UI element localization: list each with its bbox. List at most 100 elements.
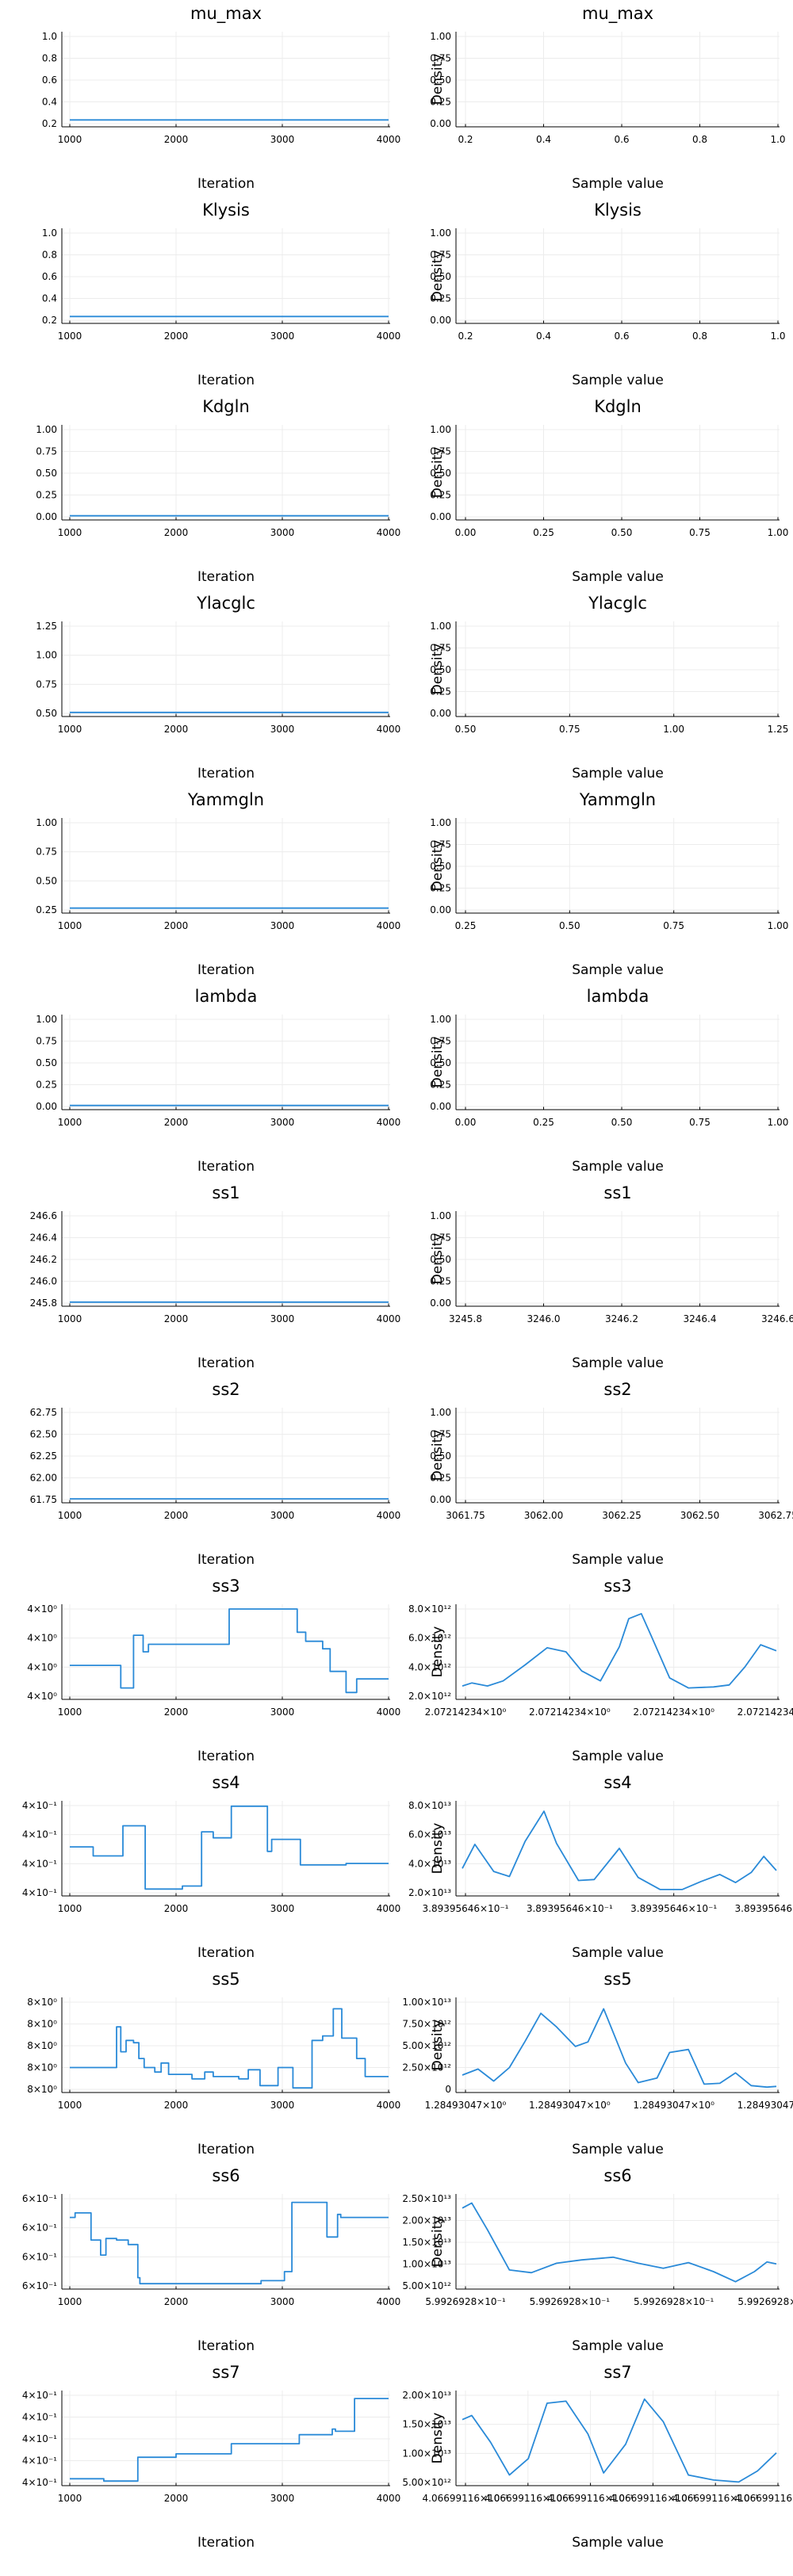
y-tick-label: 7.50×10¹²	[402, 2019, 451, 2030]
x-tick-label: 0.4	[536, 134, 551, 145]
x-tick-label: 4000	[377, 1707, 401, 1718]
chart-panel-19: ss4 Sample value Density 3.89395646×10⁻¹ 3.8…	[408, 1773, 793, 1961]
chart-panel-24: ss7 Iteration 1000 2000 3000 4000 4×10⁻¹ 4×10⁻¹…	[22, 2363, 400, 2551]
x-axis-label: Sample value	[572, 1355, 664, 1371]
x-tick-label: 2000	[164, 920, 189, 931]
x-tick-label: 0.6	[614, 134, 629, 145]
x-tick-label: 1.28493047×10⁰	[425, 2100, 507, 2111]
y-tick-label: 0.75	[430, 1429, 451, 1440]
chart-title: ss7	[212, 2363, 239, 2382]
x-axis-label: Iteration	[197, 1552, 255, 1568]
chart-panel-22: ss6 Iteration 1000 2000 3000 4000 6×10⁻¹ 6×10⁻¹…	[22, 2166, 400, 2354]
x-axis-label: Iteration	[197, 962, 255, 978]
x-tick-label: 2000	[164, 1707, 189, 1718]
chart-title: Klysis	[594, 201, 642, 220]
x-tick-label: 1.28493047×10⁰	[737, 2100, 793, 2111]
y-tick-label: 61.75	[30, 1494, 57, 1505]
x-tick-label: 4.06699116×10⁻¹	[423, 2493, 509, 2504]
y-tick-label: 0.25	[430, 883, 451, 894]
x-axis-label: Sample value	[572, 1749, 664, 1764]
x-tick-label: 4.06699116×10⁻¹	[735, 2493, 793, 2504]
y-tick-label: 0.8	[42, 250, 57, 261]
y-tick-label: 0.25	[36, 1080, 57, 1091]
x-tick-label: 5.9926928×10⁻¹	[425, 2296, 506, 2307]
y-axis-label: Density	[430, 1037, 446, 1088]
chart-panel-6: Ylacglc Iteration 1000 2000 3000 4000 0.50 0.75…	[36, 594, 400, 782]
chart-title: ss7	[603, 2363, 631, 2382]
x-axis-label: Iteration	[197, 373, 255, 388]
y-tick-label: 0.75	[36, 1036, 57, 1047]
x-tick-label: 3246.2	[605, 1313, 638, 1324]
y-tick-label: 2.00×10¹³	[402, 2390, 451, 2401]
x-tick-label: 0.4	[536, 331, 551, 342]
y-tick-label: 0.00	[430, 118, 451, 129]
y-tick-label: 62.50	[30, 1429, 57, 1440]
chart-panel-17: ss3 Sample value Density 2.07214234×10⁰ 2.07…	[408, 1577, 793, 1764]
y-tick-label: 0.50	[430, 861, 451, 872]
x-tick-label: 1000	[58, 1510, 82, 1521]
x-tick-label: 2000	[164, 1903, 189, 1914]
y-tick-label: 4.0×10¹³	[408, 1858, 451, 1869]
x-tick-label: 2000	[164, 2100, 189, 2111]
x-tick-label: 3062.00	[524, 1510, 564, 1521]
y-axis-label: Density	[430, 2020, 446, 2071]
x-tick-label: 4000	[377, 527, 401, 538]
x-tick-label: 3000	[270, 1903, 295, 1914]
y-tick-label: 0.50	[430, 664, 451, 675]
chart-panel-4: Kdgln Iteration 1000 2000 3000 4000 0.00 0.25 0.…	[36, 397, 400, 585]
x-axis-label: Sample value	[572, 2535, 664, 2551]
chart-panel-18: ss4 Iteration 1000 2000 3000 4000 4×10⁻¹ 4×10⁻¹…	[22, 1773, 400, 1961]
chart-title: ss1	[212, 1183, 239, 1202]
chart-title: ss3	[212, 1577, 239, 1596]
chart-panel-20: ss5 Iteration 1000 2000 3000 4000 8×10⁰ 8×10⁰ 8×…	[27, 1970, 400, 2157]
chart-title: Klysis	[202, 201, 250, 220]
y-axis-label: Density	[430, 447, 446, 499]
y-tick-label: 246.4	[30, 1233, 57, 1244]
y-tick-label: 0.75	[36, 446, 57, 457]
y-tick-label: 0.50	[36, 875, 57, 886]
x-tick-label: 3000	[270, 724, 295, 735]
y-tick-label: 0.8	[42, 53, 57, 64]
y-tick-label: 1.00×10¹³	[402, 2259, 451, 2270]
x-tick-label: 3246.0	[527, 1313, 561, 1324]
y-tick-label: 0.25	[430, 1473, 451, 1484]
y-tick-label: 8×10⁰	[27, 2084, 57, 2095]
x-tick-label: 1000	[58, 920, 82, 931]
y-tick-label: 0.75	[430, 250, 451, 261]
x-tick-label: 4000	[377, 1510, 401, 1521]
y-tick-label: 0.00	[430, 708, 451, 719]
x-tick-label: 0.25	[533, 1117, 554, 1128]
x-axis-label: Iteration	[197, 1945, 255, 1961]
x-tick-label: 5.9926928×10⁻¹	[530, 2296, 611, 2307]
x-tick-label: 1.28493047×10⁰	[529, 2100, 611, 2111]
y-tick-label: 4×10⁰	[27, 1603, 57, 1615]
chart-title: ss3	[603, 1577, 631, 1596]
chart-title: ss2	[212, 1380, 239, 1399]
x-tick-label: 3000	[270, 2296, 295, 2307]
y-tick-label: 1.00	[36, 817, 57, 828]
y-tick-label: 2.00×10¹³	[402, 2215, 451, 2226]
y-tick-label: 5.00×10¹²	[402, 2040, 451, 2051]
x-axis-label: Sample value	[572, 2338, 664, 2354]
x-tick-label: 2.07214234×10⁰	[425, 1707, 507, 1718]
chart-title: Kdgln	[594, 397, 642, 416]
y-tick-label: 0.4	[42, 97, 57, 108]
x-tick-label: 1.28493047×10⁰	[633, 2100, 714, 2111]
chart-title: Ylacglc	[588, 594, 647, 613]
y-tick-label: 4×10⁻¹	[22, 2456, 57, 2467]
y-tick-label: 4.0×10¹²	[408, 1661, 451, 1672]
trace-line	[70, 1608, 389, 1694]
y-tick-label: 0.00	[430, 1101, 451, 1112]
y-tick-label: 4×10⁰	[27, 1661, 57, 1672]
chart-panel-13: ss1 Sample value Density 3245.8 3246.0 3246.2…	[430, 1183, 793, 1371]
y-tick-label: 0	[445, 2084, 451, 2095]
trace-line	[70, 2008, 389, 2089]
y-tick-label: 0.00	[430, 315, 451, 326]
x-axis-label: Sample value	[572, 962, 664, 978]
chart-panel-12: ss1 Iteration 1000 2000 3000 4000 245.8 246.0 24…	[30, 1183, 401, 1371]
x-tick-label: 2000	[164, 2296, 189, 2307]
x-tick-label: 0.75	[689, 527, 711, 538]
y-tick-label: 4×10⁻¹	[22, 1800, 57, 1811]
